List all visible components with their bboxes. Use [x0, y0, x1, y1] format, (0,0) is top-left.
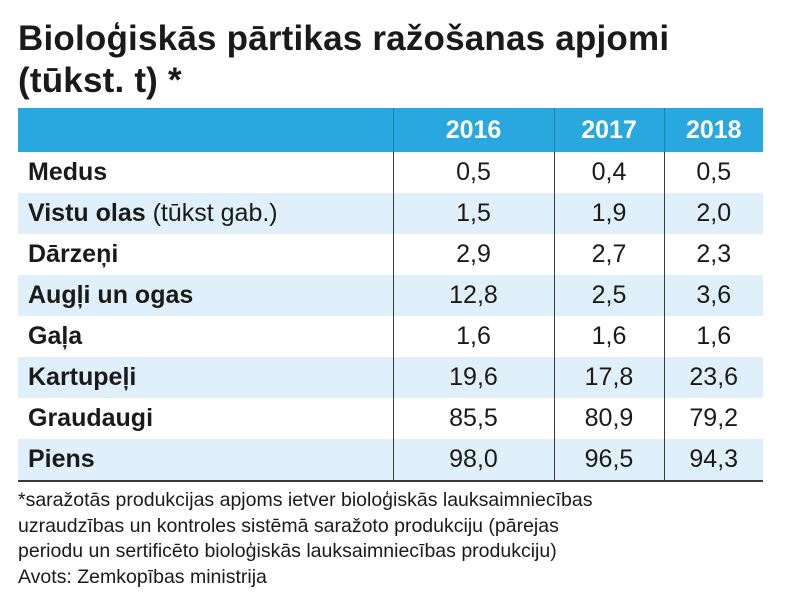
value-cell: 80,9 — [553, 398, 664, 439]
chart-title-line-1: Bioloģiskās pārtikas ražošanas apjomi — [18, 19, 670, 58]
row-label-cell: Medus — [18, 152, 393, 193]
table-row: Graudaugi 85,5 80,9 79,2 — [18, 398, 763, 439]
value-cell: 23,6 — [663, 357, 763, 398]
table-row: Medus 0,5 0,4 0,5 — [18, 152, 763, 193]
table-row: Gaļa 1,6 1,6 1,6 — [18, 316, 763, 357]
header-row: 2016 2017 2018 — [18, 108, 763, 152]
row-label: Vistu olas — [28, 199, 146, 227]
table-row: Dārzeņi 2,9 2,7 2,3 — [18, 234, 763, 275]
row-label-cell: Gaļa — [18, 316, 393, 357]
value-cell: 2,0 — [663, 193, 763, 234]
header-cell-year: 2018 — [663, 108, 763, 152]
table-row: Augļi un ogas 12,8 2,5 3,6 — [18, 275, 763, 316]
row-label: Graudaugi — [28, 404, 154, 432]
value-cell: 3,6 — [663, 275, 763, 316]
value-cell: 17,8 — [553, 357, 664, 398]
value-cell: 0,4 — [553, 152, 664, 193]
row-label-cell: Dārzeņi — [18, 234, 393, 275]
value-cell: 12,8 — [392, 275, 554, 316]
row-label-cell: Piens — [18, 439, 393, 482]
row-label: Medus — [28, 158, 108, 186]
value-cell: 85,5 — [392, 398, 554, 439]
data-table: 2016 2017 2018 Medus 0,5 0,4 0,5 Vistu olas … — [18, 108, 763, 482]
row-label: Augļi un ogas — [28, 281, 194, 309]
value-cell: 2,7 — [553, 234, 664, 275]
value-cell: 2,3 — [663, 234, 763, 275]
table-header: 2016 2017 2018 — [18, 108, 763, 152]
table-row: Kartupeļi 19,6 17,8 23,6 — [18, 357, 763, 398]
header-cell-year: 2017 — [553, 108, 664, 152]
row-unit: (tūkst gab.) — [145, 199, 278, 227]
row-label: Kartupeļi — [28, 363, 137, 391]
row-label-cell: Vistu olas (tūkst gab.) — [18, 193, 393, 234]
value-cell: 79,2 — [663, 398, 763, 439]
value-cell: 96,5 — [553, 439, 664, 482]
value-cell: 0,5 — [392, 152, 554, 193]
header-cell-year: 2016 — [392, 108, 554, 152]
header-cell-label — [18, 108, 393, 152]
footnote-line: *saražotās produkcijas apjoms ietver bio… — [18, 489, 593, 511]
row-label-cell: Augļi un ogas — [18, 275, 393, 316]
row-label: Dārzeņi — [28, 240, 119, 268]
value-cell: 19,6 — [392, 357, 554, 398]
row-label-cell: Graudaugi — [18, 398, 393, 439]
value-cell: 1,9 — [553, 193, 664, 234]
table-row: Piens 98,0 96,5 94,3 — [18, 439, 763, 482]
row-label: Gaļa — [28, 322, 83, 350]
value-cell: 98,0 — [392, 439, 554, 482]
footnote-line: uzraudzības un kontroles sistēmā saražot… — [18, 514, 559, 537]
row-label: Piens — [28, 445, 95, 473]
footnote-line: periodu un sertificēto bioloģiskās lauks… — [18, 540, 557, 562]
chart-title-line-2: (tūkst. t) * — [18, 61, 182, 100]
value-cell: 1,6 — [553, 316, 664, 357]
value-cell: 2,9 — [392, 234, 554, 275]
footnote: *saražotās produkcijas apjoms ietver bio… — [18, 488, 778, 590]
value-cell: 1,6 — [392, 316, 554, 357]
value-cell: 94,3 — [663, 439, 763, 482]
table-body: Medus 0,5 0,4 0,5 Vistu olas (tūkst gab.) 1,5… — [18, 152, 763, 482]
value-cell: 1,6 — [663, 316, 763, 357]
value-cell: 0,5 — [663, 152, 763, 193]
table-row: Vistu olas (tūkst gab.) 1,5 1,9 2,0 — [18, 193, 763, 234]
chart-title: Bioloģiskās pārtikas ražošanas apjomi (t… — [18, 18, 778, 102]
value-cell: 1,5 — [392, 193, 554, 234]
source-note: Avots: Zemkopības ministrija — [18, 565, 267, 588]
value-cell: 2,5 — [553, 275, 664, 316]
row-label-cell: Kartupeļi — [18, 357, 393, 398]
